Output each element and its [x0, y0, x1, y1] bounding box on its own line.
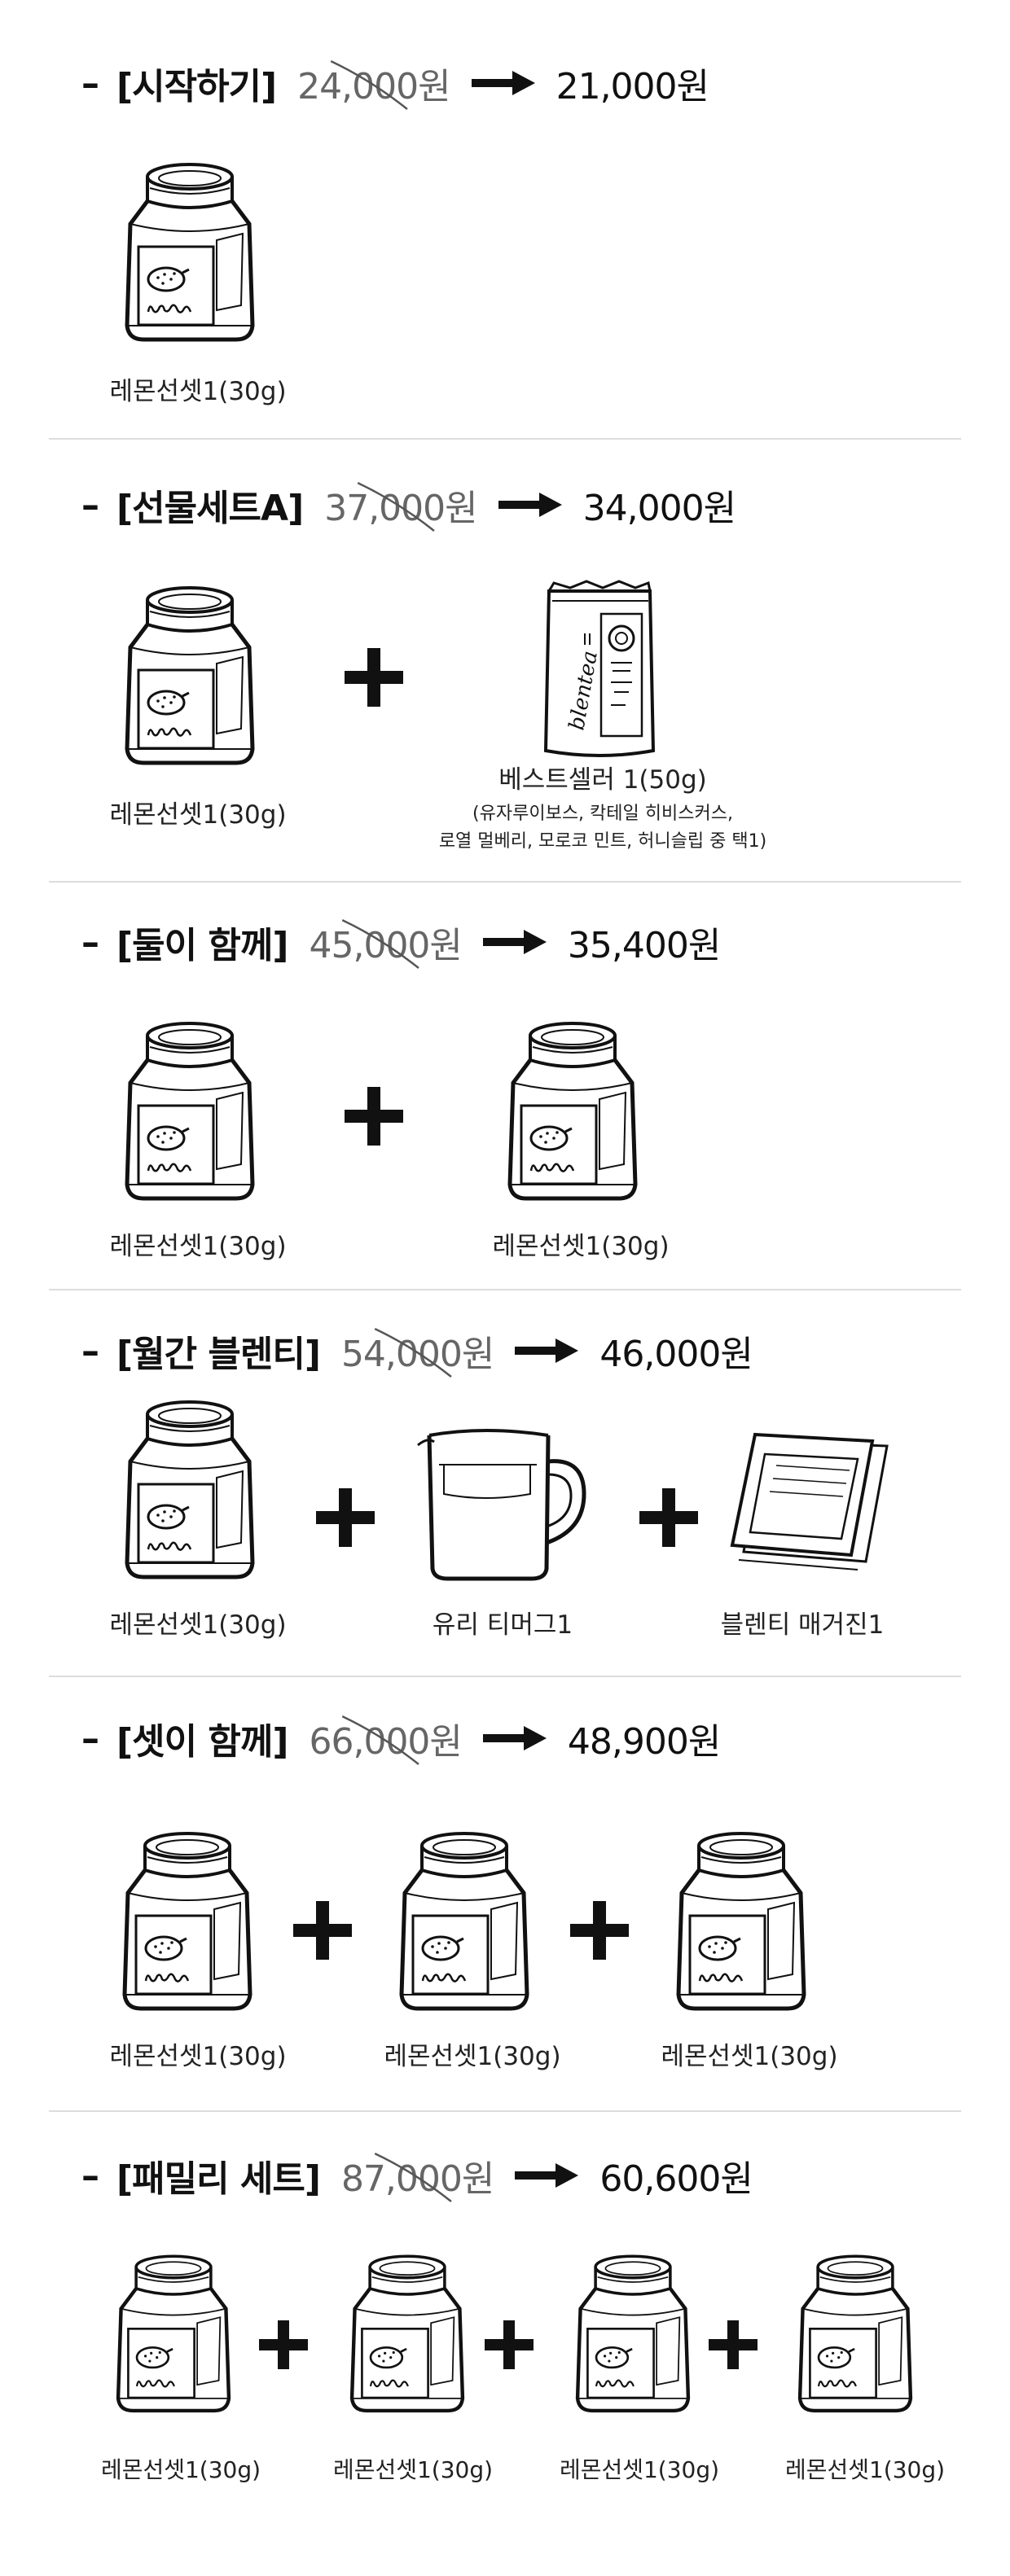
sale-price: 60,600원 — [599, 2158, 753, 2200]
item-label: 블렌티 매거진1 — [720, 1610, 885, 1640]
dash-marker: – — [81, 1330, 99, 1372]
original-price: 37,000원 — [324, 479, 478, 531]
sale-price: 46,000원 — [599, 1334, 753, 1375]
item-label: 레몬선셋1(30g) — [109, 2042, 287, 2071]
strike-line — [309, 916, 461, 968]
plus-icon — [345, 648, 403, 707]
section-title: – [선물세트A] 37,000원 34,000원 — [81, 479, 736, 531]
jar-illustration — [121, 1018, 259, 1205]
item-label: 레몬선셋1(30g) — [109, 800, 287, 830]
original-price: 87,000원 — [341, 2149, 494, 2201]
section-title: – [패밀리 세트] 87,000원 60,600원 — [81, 2149, 753, 2201]
jar-illustration — [346, 2251, 468, 2416]
plus-icon — [570, 1901, 629, 1960]
item-label: 레몬선셋1(30g) — [559, 2456, 720, 2483]
item-option-note: (유자루이보스, 칵테일 히비스커스, — [472, 804, 733, 824]
strike-line — [341, 1325, 494, 1377]
svg-text:blentea: blentea — [564, 649, 603, 732]
section-title: – [셋이 함께] 66,000원 48,900원 — [81, 1712, 721, 1764]
plus-icon — [259, 2320, 308, 2369]
dash-marker: – — [81, 62, 99, 104]
set-name: [시작하기] — [116, 66, 277, 107]
plus-icon — [639, 1488, 698, 1547]
divider — [49, 1676, 961, 1677]
sale-price: 21,000원 — [556, 66, 709, 107]
strike-line — [309, 1712, 461, 1764]
item-label: 베스트셀러 1(50g) — [498, 765, 707, 795]
divider — [49, 1289, 961, 1290]
arrow-right-icon — [515, 1338, 579, 1363]
set-name: [패밀리 세트] — [116, 2158, 321, 2200]
tea-bag-illustration: blentea — [538, 576, 660, 764]
item-label: 레몬선셋1(30g) — [100, 2456, 261, 2483]
arrow-right-icon — [482, 930, 547, 954]
mug-illustration — [411, 1421, 595, 1584]
sale-price: 48,900원 — [567, 1721, 721, 1763]
jar-illustration — [794, 2251, 916, 2416]
original-price: 66,000원 — [309, 1712, 463, 1764]
jar-illustration — [118, 1828, 257, 2015]
set-name: [셋이 함께] — [116, 1721, 288, 1763]
plus-icon — [345, 1087, 403, 1146]
set-name: [월간 블렌티] — [116, 1334, 321, 1375]
plus-icon — [485, 2320, 534, 2369]
item-label: 레몬선셋1(30g) — [492, 1232, 670, 1261]
section-title: – [월간 블렌티] 54,000원 46,000원 — [81, 1325, 753, 1377]
arrow-right-icon — [471, 71, 535, 95]
item-label: 레몬선셋1(30g) — [784, 2456, 946, 2483]
item-label: 레몬선셋1(30g) — [384, 2042, 561, 2071]
jar-illustration — [121, 582, 259, 769]
sale-price: 35,400원 — [567, 925, 721, 966]
magazine-illustration — [727, 1425, 898, 1575]
section-title: – [둘이 함께] 45,000원 35,400원 — [81, 916, 721, 968]
divider — [49, 2110, 961, 2112]
item-label: 유리 티머그1 — [432, 1610, 573, 1640]
plus-icon — [293, 1901, 352, 1960]
item-label: 레몬선셋1(30g) — [109, 1232, 287, 1261]
item-option-note: 로열 멀베리, 모로코 민트, 허니슬립 중 택1) — [438, 831, 767, 852]
dash-marker: – — [81, 1717, 99, 1759]
jar-illustration — [121, 159, 259, 346]
jar-illustration — [503, 1018, 642, 1205]
dash-marker: – — [81, 484, 99, 526]
arrow-right-icon — [515, 2163, 579, 2188]
divider — [49, 438, 961, 440]
plus-icon — [709, 2320, 758, 2369]
original-price: 24,000원 — [297, 57, 451, 109]
dash-marker: – — [81, 921, 99, 963]
arrow-right-icon — [498, 493, 562, 517]
jar-illustration — [672, 1828, 810, 2015]
item-label: 레몬선셋1(30g) — [332, 2456, 494, 2483]
strike-line — [341, 2149, 494, 2201]
item-label: 레몬선셋1(30g) — [661, 2042, 838, 2071]
set-name: [둘이 함께] — [116, 925, 288, 966]
jar-illustration — [112, 2251, 235, 2416]
strike-line — [324, 479, 476, 531]
item-label: 레몬선셋1(30g) — [109, 1610, 287, 1640]
arrow-right-icon — [482, 1726, 547, 1750]
jar-illustration — [395, 1828, 534, 2015]
item-label: 레몬선셋1(30g) — [109, 377, 287, 406]
jar-illustration — [572, 2251, 694, 2416]
strike-line — [297, 57, 450, 109]
sale-price: 34,000원 — [582, 488, 736, 529]
set-name: [선물세트A] — [116, 488, 304, 529]
dash-marker: – — [81, 2154, 99, 2197]
divider — [49, 881, 961, 883]
section-title: – [시작하기] 24,000원 21,000원 — [81, 57, 709, 109]
jar-illustration — [121, 1396, 259, 1584]
original-price: 45,000원 — [309, 916, 463, 968]
original-price: 54,000원 — [341, 1325, 494, 1377]
plus-icon — [316, 1488, 375, 1547]
